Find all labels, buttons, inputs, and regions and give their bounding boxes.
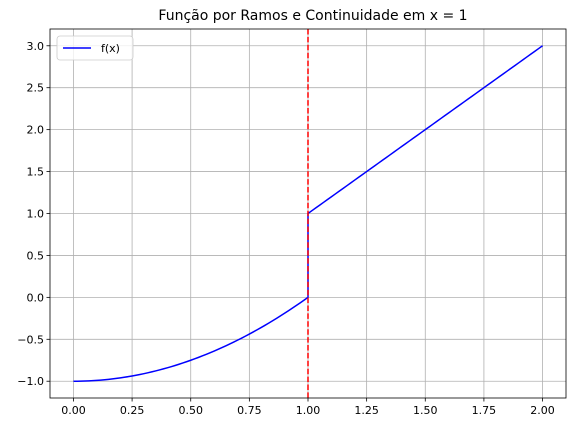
y-tick-label: 3.0: [27, 40, 45, 53]
y-tick-label: 1.5: [27, 166, 45, 179]
x-tick-label: 0.50: [178, 404, 203, 417]
x-tick-label: 0.75: [237, 404, 262, 417]
x-tick-label: 0.00: [61, 404, 86, 417]
chart-title: Função por Ramos e Continuidade em x = 1: [158, 8, 467, 24]
y-tick-label: 1.0: [27, 208, 45, 221]
x-tick-label: 0.25: [120, 404, 145, 417]
legend: f(x): [56, 35, 134, 61]
x-tick-label: 1.00: [296, 404, 321, 417]
y-tick-label: 0.0: [27, 291, 45, 304]
y-tick-label: 0.5: [27, 249, 45, 262]
x-tick-label: 1.75: [472, 404, 497, 417]
plot-area: [73, 29, 543, 398]
plot-frame: [49, 28, 567, 399]
axis-ticks: 0.00 0.25 0.50 0.75 1.00 1.25 1.50 1.75 2.00 −1.0…: [17, 40, 555, 417]
legend-box: [56, 35, 134, 61]
y-tick-label: 2.0: [27, 124, 45, 137]
legend-label: f(x): [101, 42, 120, 55]
y-tick-label: 2.5: [27, 82, 45, 95]
x-tick-label: 2.00: [530, 404, 555, 417]
x-tick-label: 1.50: [413, 404, 438, 417]
y-tick-label: −1.0: [17, 375, 44, 388]
y-tick-label: −0.5: [17, 333, 44, 346]
x-tick-label: 1.25: [354, 404, 379, 417]
